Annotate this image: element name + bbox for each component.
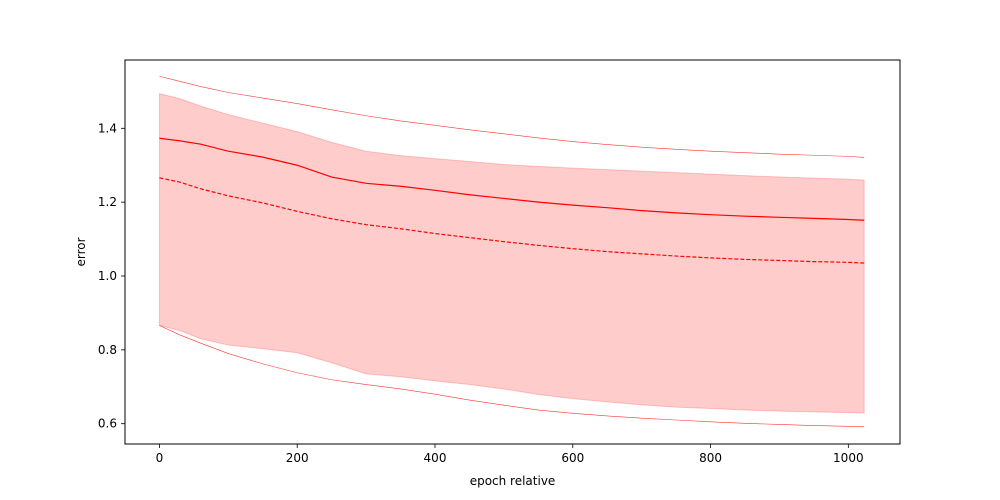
y-tick-label: 1.4 (98, 121, 117, 135)
x-axis-label: epoch relative (470, 474, 556, 488)
series-line-3 (159, 75, 865, 158)
x-tick-label: 800 (699, 451, 722, 465)
plot-frame (124, 59, 901, 445)
y-axis-label: error (74, 237, 88, 266)
series-line-1 (159, 137, 865, 221)
series-line-2 (159, 177, 865, 264)
x-tick-label: 0 (156, 451, 164, 465)
y-tick-label: 1.2 (98, 195, 117, 209)
series-line-4 (159, 325, 865, 427)
y-tick-label: 0.6 (98, 417, 117, 431)
band-layer (158, 92, 865, 414)
confidence-band (158, 92, 865, 414)
x-tick-label: 400 (424, 451, 447, 465)
series-layer (159, 75, 865, 427)
y-ticks: 0.6 0.8 1.0 1.2 1.4 (98, 121, 125, 431)
y-tick-label: 1.0 (98, 269, 117, 283)
x-ticks: 0 200 400 600 800 1000 (156, 444, 864, 465)
x-tick-label: 200 (286, 451, 309, 465)
x-tick-label: 1000 (833, 451, 864, 465)
x-tick-label: 600 (561, 451, 584, 465)
y-tick-label: 0.8 (98, 343, 117, 357)
